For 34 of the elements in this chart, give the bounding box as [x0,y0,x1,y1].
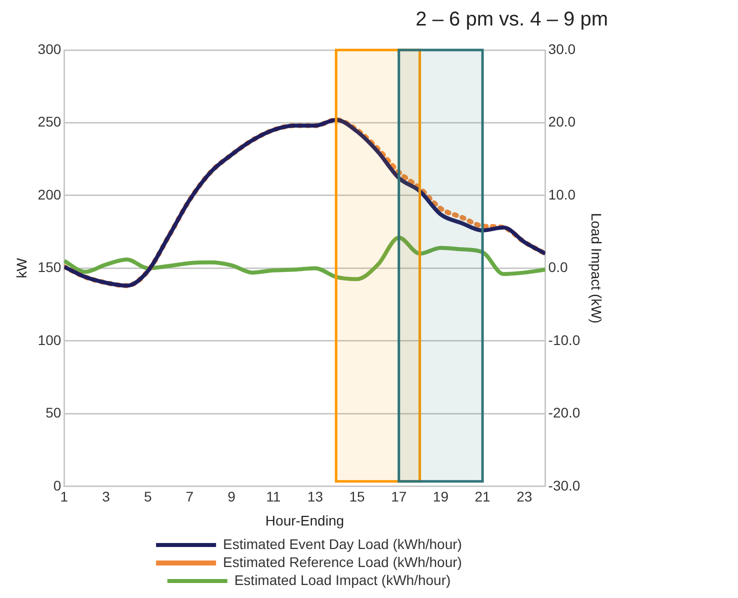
y2-axis-title: Load Impact (kW) [588,212,605,324]
y-tick-label: 300 [38,40,62,57]
y-tick-label: 150 [38,259,62,276]
x-tick-label: 11 [266,488,281,505]
legend-label: Estimated Load Impact (kWh/hour) [234,572,451,588]
y2-tick-label: 0.0 [548,259,568,276]
y-tick-label: 200 [38,186,62,202]
y-axis-title: kW [13,257,30,278]
x-tick-label: 7 [186,488,194,505]
x-tick-label: 9 [228,488,236,505]
x-tick-label: 17 [391,488,407,505]
y2-tick-label: -30.0 [548,477,580,494]
x-tick-label: 13 [307,488,324,505]
x-tick-label: 21 [474,488,491,505]
legend-label: Estimated Reference Load (kWh/hour) [223,554,462,570]
x-tick-label: 5 [144,488,152,505]
x-tick-label: 15 [349,488,366,505]
y2-tick-label: 20.0 [548,114,576,130]
x-tick-label: 23 [516,488,532,505]
x-tick-label: 1 [60,488,68,505]
x-axis-title: Hour-Ending [265,512,344,528]
x-tick-label: 3 [102,488,110,505]
y2-tick-label: -10.0 [548,332,580,348]
y-tick-label: 50 [46,404,62,421]
y-tick-label: 100 [38,332,62,348]
x-tick-label: 19 [432,488,449,505]
line-series [64,236,546,282]
y2-tick-label: -20.0 [548,404,580,421]
y2-tick-label: 10.0 [548,186,576,202]
y2-tick-label: 30.0 [548,40,576,57]
y-tick-label: 250 [38,114,62,130]
y-tick-label: 0 [53,477,62,494]
legend-label: Estimated Event Day Load (kWh/hour) [223,536,462,552]
chart-title: 2 – 6 pm vs. 4 – 9 pm [416,8,608,31]
